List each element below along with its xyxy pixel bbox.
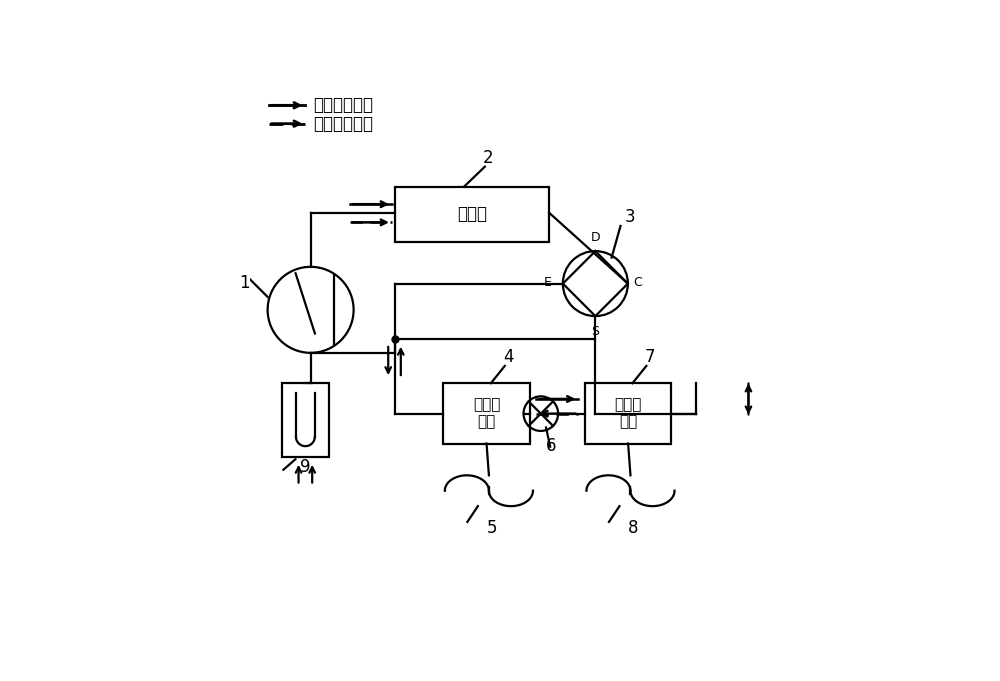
Text: 7: 7 xyxy=(645,348,655,366)
Text: 1: 1 xyxy=(239,274,249,292)
Text: D: D xyxy=(591,231,600,244)
Text: 3: 3 xyxy=(624,208,635,226)
Text: 9: 9 xyxy=(300,458,311,477)
Bar xyxy=(443,383,530,443)
Text: 第二蒸
发器: 第二蒸 发器 xyxy=(614,397,642,430)
Text: S: S xyxy=(591,325,599,338)
Text: 冷凝器: 冷凝器 xyxy=(457,205,487,223)
Bar xyxy=(282,383,329,457)
Text: 8: 8 xyxy=(628,519,638,537)
Bar xyxy=(585,383,671,443)
Text: 4: 4 xyxy=(503,348,514,366)
Text: C: C xyxy=(633,276,642,289)
Text: 第一蒸
发器: 第一蒸 发器 xyxy=(473,397,500,430)
Text: 第二制热模式: 第二制热模式 xyxy=(313,114,373,133)
Text: 5: 5 xyxy=(486,519,497,537)
Text: 2: 2 xyxy=(482,149,493,167)
Text: 第一制热模式: 第一制热模式 xyxy=(313,96,373,114)
Text: 6: 6 xyxy=(546,437,557,455)
Text: E: E xyxy=(543,276,551,289)
Bar xyxy=(395,187,549,242)
